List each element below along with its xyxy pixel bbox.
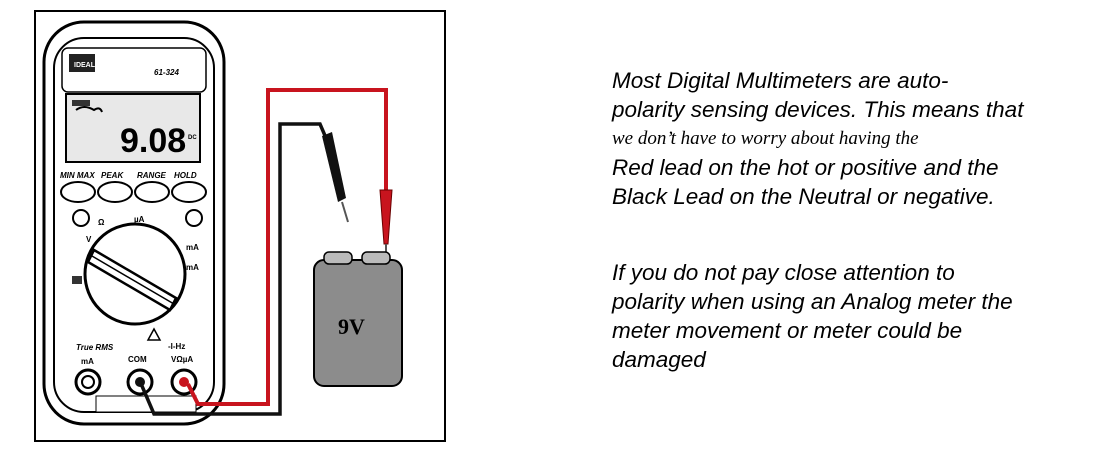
peak-button[interactable] bbox=[97, 181, 133, 203]
range-button[interactable] bbox=[134, 181, 170, 203]
ma-jack-label: mA bbox=[81, 357, 94, 366]
v-jack-label: VΩµA bbox=[171, 355, 193, 364]
lcd-display: 9.08 DC bbox=[65, 93, 201, 163]
input-jacks: True RMS -I-Hz mA COM VΩµA bbox=[74, 327, 198, 413]
svg-text:mA: mA bbox=[186, 243, 199, 252]
p1-line1: Most Digital Multimeters are auto- bbox=[612, 68, 949, 93]
black-lead bbox=[140, 122, 328, 416]
red-probe bbox=[379, 189, 393, 245]
p2-line1: If you do not pay close attention to bbox=[612, 260, 955, 285]
paragraph-auto-polarity: Most Digital Multimeters are auto- polar… bbox=[612, 66, 1092, 211]
warning-icon bbox=[146, 327, 162, 341]
p1-line5: Black Lead on the Neutral or negative. bbox=[612, 184, 995, 209]
black-probe bbox=[322, 132, 346, 202]
button-label-1: PEAK bbox=[101, 171, 124, 180]
display-value: 9.08 bbox=[120, 122, 186, 160]
function-buttons: MIN MAX PEAK RANGE HOLD bbox=[60, 171, 207, 203]
figure-frame: IDEAL 61-324 9.08 DC MIN MAX PEAK RANGE … bbox=[34, 10, 446, 442]
hz-label: -I-Hz bbox=[168, 342, 185, 351]
button-label-3: HOLD bbox=[174, 171, 197, 180]
p1-line2: polarity sensing devices. This means tha… bbox=[612, 97, 1024, 122]
p2-line4: damaged bbox=[612, 347, 706, 372]
battery-label: 9V bbox=[338, 314, 365, 339]
true-rms-label: True RMS bbox=[76, 343, 114, 352]
svg-text:mA: mA bbox=[186, 263, 199, 272]
battery: 9V bbox=[313, 251, 403, 387]
hold-button[interactable] bbox=[171, 181, 207, 203]
battery-terminal-negative bbox=[323, 251, 353, 265]
button-label-0: MIN MAX bbox=[60, 171, 95, 180]
model-label: 61-324 bbox=[154, 68, 179, 77]
brand-text: IDEAL bbox=[74, 62, 96, 69]
rotary-dial[interactable]: V Ω µA mA mA bbox=[72, 209, 203, 326]
svg-text:Ω: Ω bbox=[98, 218, 105, 227]
multimeter-diagram: IDEAL 61-324 9.08 DC MIN MAX PEAK RANGE … bbox=[42, 20, 403, 426]
red-lead bbox=[186, 88, 388, 406]
p1-line4: Red lead on the hot or positive and the bbox=[612, 155, 999, 180]
svg-text:µA: µA bbox=[134, 215, 145, 224]
p2-line3: meter movement or meter could be bbox=[612, 318, 963, 343]
brand-logo bbox=[69, 54, 95, 72]
p1-line3: we don’t have to worry about having the bbox=[612, 128, 919, 149]
battery-terminal-positive bbox=[361, 251, 391, 265]
com-jack-label: COM bbox=[128, 355, 147, 364]
button-label-2: RANGE bbox=[137, 171, 167, 180]
p2-line2: polarity when using an Analog meter the bbox=[612, 289, 1013, 314]
minmax-button[interactable] bbox=[60, 181, 96, 203]
paragraph-analog-warning: If you do not pay close attention to pol… bbox=[612, 258, 1092, 374]
svg-text:V: V bbox=[86, 235, 92, 244]
display-unit: DC bbox=[188, 135, 197, 141]
